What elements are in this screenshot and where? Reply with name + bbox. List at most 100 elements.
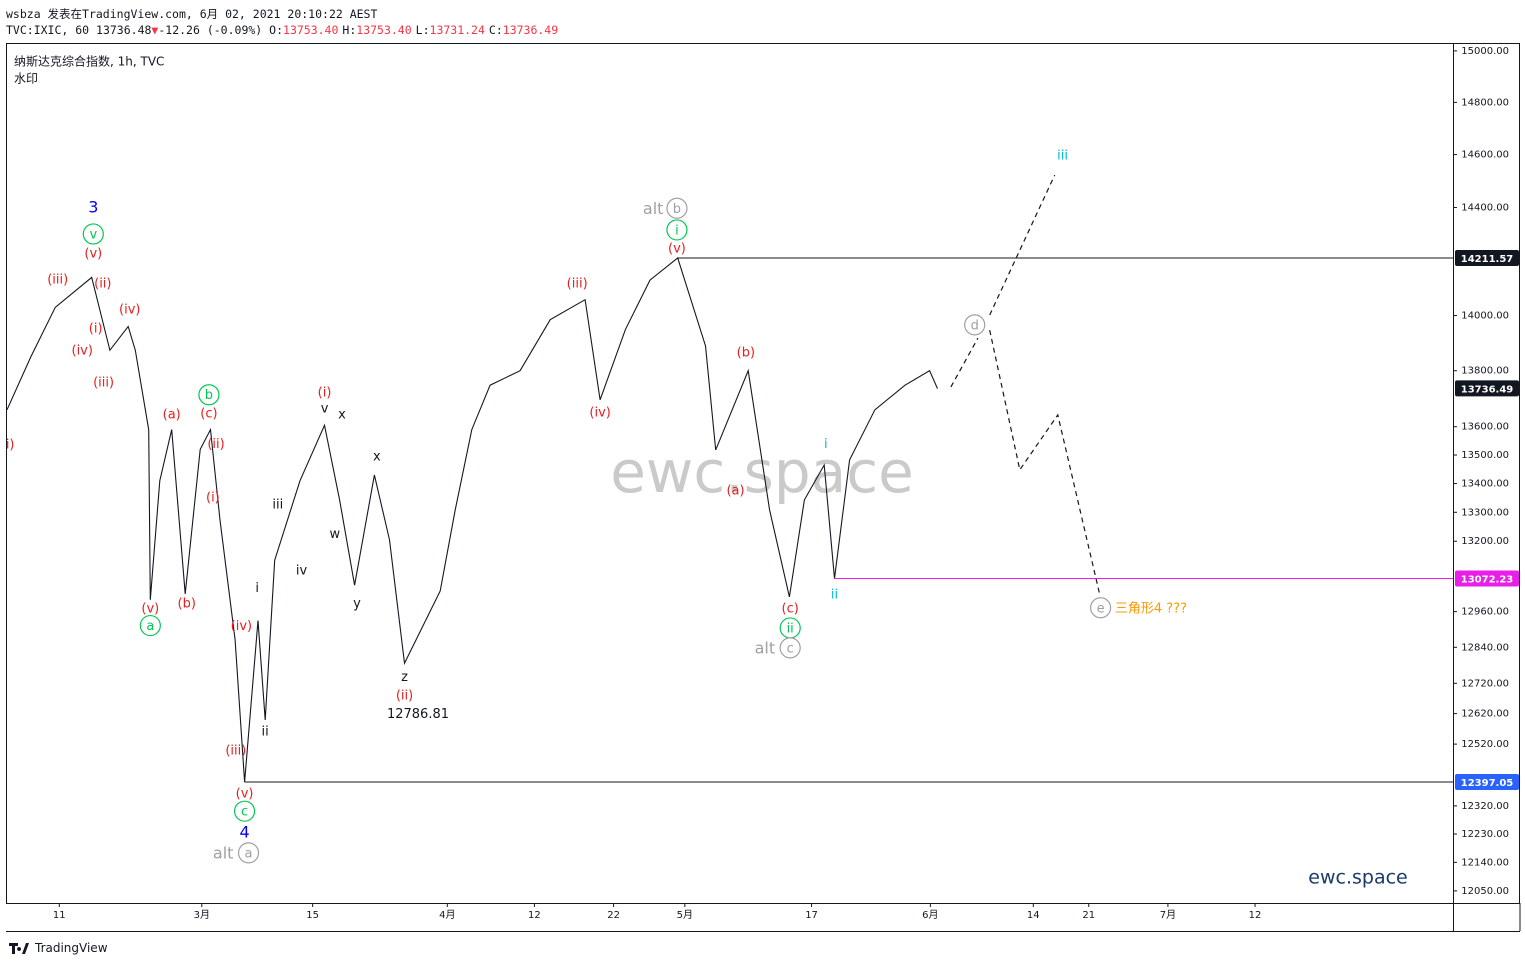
wave-label: alt xyxy=(755,638,776,657)
wave-label: (iv) xyxy=(231,619,252,634)
wave-label: (iii) xyxy=(47,273,68,288)
x-tick-label: 7月 xyxy=(1160,909,1176,921)
ohlc-value: 13736.49 xyxy=(502,23,559,37)
wave-circle xyxy=(964,314,986,336)
y-tick-label: 12050.00 xyxy=(1461,886,1509,897)
wave-circle xyxy=(237,842,260,864)
wave-label: (b) xyxy=(737,345,755,360)
wave-circle-label: v xyxy=(89,227,97,242)
y-tick-label: 12520.00 xyxy=(1461,739,1509,750)
wave-label: iv xyxy=(296,563,308,578)
wave-label: (iv) xyxy=(589,406,610,421)
x-tick-label: 22 xyxy=(607,910,620,921)
wave-label: ii xyxy=(831,587,838,602)
wave-label: (v) xyxy=(236,787,254,802)
y-tick-label: 12960.00 xyxy=(1461,607,1509,618)
wave-label: 3 xyxy=(88,197,98,216)
wave-circle-label: a xyxy=(146,619,154,634)
wave-label: (iii) xyxy=(225,743,246,758)
level-label: 13736.49 xyxy=(1461,384,1514,395)
signature: ewc.space xyxy=(1308,867,1407,889)
wave-label: (ii) xyxy=(396,688,413,703)
x-tick-label: 12 xyxy=(528,910,541,921)
ohlc-label: O: xyxy=(269,23,284,37)
x-tick-label: 12 xyxy=(1249,910,1262,921)
y-tick-label: 13300.00 xyxy=(1461,507,1509,518)
level-label: 12397.05 xyxy=(1461,778,1514,789)
x-tick-label: 3月 xyxy=(194,909,210,921)
ohlc-label: H: xyxy=(342,23,357,37)
wave-label: (v) xyxy=(668,241,686,256)
x-tick-label: 11 xyxy=(53,910,66,921)
wave-label: w xyxy=(330,527,341,542)
brand-logo xyxy=(9,943,29,954)
y-tick-label: 13600.00 xyxy=(1461,422,1509,433)
watermark: ewc.space xyxy=(610,438,914,506)
wave-label: i) xyxy=(6,437,15,452)
chart-title: 纳斯达克综合指数, 1h, TVC xyxy=(14,54,164,69)
wave-label: (ii) xyxy=(207,437,224,452)
down-arrow: ▼ xyxy=(151,23,159,37)
y-tick-label: 14800.00 xyxy=(1461,97,1509,108)
wave-label: alt xyxy=(643,199,664,218)
ohlc-value: 13753.40 xyxy=(356,23,412,37)
wave-circle-label: a xyxy=(245,846,253,861)
y-tick-label: 12720.00 xyxy=(1461,678,1509,689)
y-tick-label: 13500.00 xyxy=(1461,450,1509,461)
y-tick-label: 12140.00 xyxy=(1461,857,1509,868)
symbol: TVC:IXIC, 60 xyxy=(6,23,90,37)
x-tick-label: 14 xyxy=(1027,910,1040,921)
projection-line xyxy=(989,329,1101,595)
wave-circle-label: b xyxy=(205,388,213,403)
wave-label: (c) xyxy=(782,601,799,616)
wave-label: (ii) xyxy=(94,276,111,291)
wave-label: ii xyxy=(262,724,269,739)
wave-label: (iii) xyxy=(93,375,114,390)
wave-label: z xyxy=(401,670,408,685)
y-tick-label: 14600.00 xyxy=(1461,150,1509,161)
y-tick-label: 12230.00 xyxy=(1461,829,1509,840)
y-tick-label: 15000.00 xyxy=(1461,46,1509,57)
wave-circle xyxy=(666,197,688,219)
wave-label: iii xyxy=(272,497,283,512)
wave-label: i xyxy=(255,581,259,596)
wave-label: iii xyxy=(1057,148,1068,163)
level-label: 13072.23 xyxy=(1461,575,1514,586)
y-tick-label: 12620.00 xyxy=(1461,709,1509,720)
wave-label: (c) xyxy=(200,407,217,422)
wave-label: (iv) xyxy=(72,344,93,359)
wave-circle-label: c xyxy=(241,805,248,820)
author-line: wsbza 发表在TradingView.com, 6月 02, 2021 20… xyxy=(6,7,378,21)
level-label-box xyxy=(1455,250,1519,267)
ohlc-value: 13753.40 xyxy=(283,23,339,37)
change: -12.26 (-0.09%) xyxy=(158,23,263,37)
wave-label: v xyxy=(321,401,329,416)
y-tick-label: 13200.00 xyxy=(1461,536,1509,547)
wave-label: alt xyxy=(213,843,234,862)
wave-circle-label: i xyxy=(675,223,679,238)
wave-circle xyxy=(666,219,688,241)
footer: TradingView xyxy=(8,941,108,955)
y-tick-label: 13400.00 xyxy=(1461,479,1509,490)
price-line xyxy=(6,256,939,783)
y-tick-label: 14000.00 xyxy=(1461,311,1509,322)
wave-label: x xyxy=(373,449,381,464)
y-tick-label: 12840.00 xyxy=(1461,642,1509,653)
x-tick-label: 6月 xyxy=(922,909,938,921)
x-tick-label: 5月 xyxy=(677,909,693,921)
ohlc-label: L: xyxy=(415,23,430,37)
wave-label: i xyxy=(824,437,828,452)
wave-circle xyxy=(198,384,220,406)
y-tick-label: 12320.00 xyxy=(1461,801,1509,812)
wave-circle-label: b xyxy=(673,202,681,217)
symbol-line: TVC:IXIC, 60 13736.48▼-12.26 (-0.09%) O:… xyxy=(6,23,562,37)
x-tick-label: 17 xyxy=(805,910,818,921)
wave-label: (i) xyxy=(89,321,103,336)
level-label-box xyxy=(1455,773,1519,790)
projection-line xyxy=(950,337,979,388)
level-label-box xyxy=(1455,570,1519,587)
brand: TradingView xyxy=(35,941,108,955)
wave-label: (iii) xyxy=(567,276,588,291)
